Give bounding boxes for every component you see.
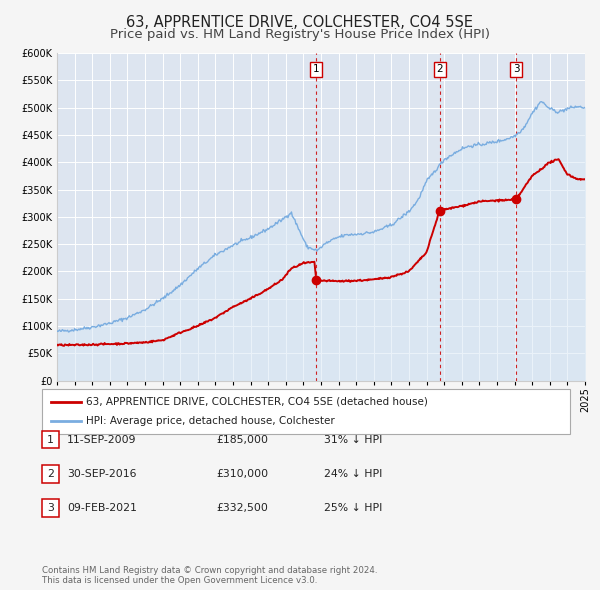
Text: 30-SEP-2016: 30-SEP-2016	[67, 469, 137, 478]
Text: 24% ↓ HPI: 24% ↓ HPI	[324, 469, 382, 478]
Text: 3: 3	[47, 503, 54, 513]
Text: 63, APPRENTICE DRIVE, COLCHESTER, CO4 5SE (detached house): 63, APPRENTICE DRIVE, COLCHESTER, CO4 5S…	[86, 397, 428, 407]
Text: 3: 3	[513, 64, 520, 74]
Text: 31% ↓ HPI: 31% ↓ HPI	[324, 435, 382, 444]
Text: £332,500: £332,500	[216, 503, 268, 513]
Text: 1: 1	[313, 64, 319, 74]
Text: 63, APPRENTICE DRIVE, COLCHESTER, CO4 5SE: 63, APPRENTICE DRIVE, COLCHESTER, CO4 5S…	[127, 15, 473, 30]
Text: 25% ↓ HPI: 25% ↓ HPI	[324, 503, 382, 513]
Text: 2: 2	[47, 469, 54, 478]
Text: Contains HM Land Registry data © Crown copyright and database right 2024.
This d: Contains HM Land Registry data © Crown c…	[42, 566, 377, 585]
Text: 1: 1	[47, 435, 54, 444]
Text: £310,000: £310,000	[216, 469, 268, 478]
Text: £185,000: £185,000	[216, 435, 268, 444]
Text: Price paid vs. HM Land Registry's House Price Index (HPI): Price paid vs. HM Land Registry's House …	[110, 28, 490, 41]
Text: 11-SEP-2009: 11-SEP-2009	[67, 435, 137, 444]
Text: 2: 2	[436, 64, 443, 74]
Text: 09-FEB-2021: 09-FEB-2021	[67, 503, 137, 513]
Text: HPI: Average price, detached house, Colchester: HPI: Average price, detached house, Colc…	[86, 417, 335, 426]
